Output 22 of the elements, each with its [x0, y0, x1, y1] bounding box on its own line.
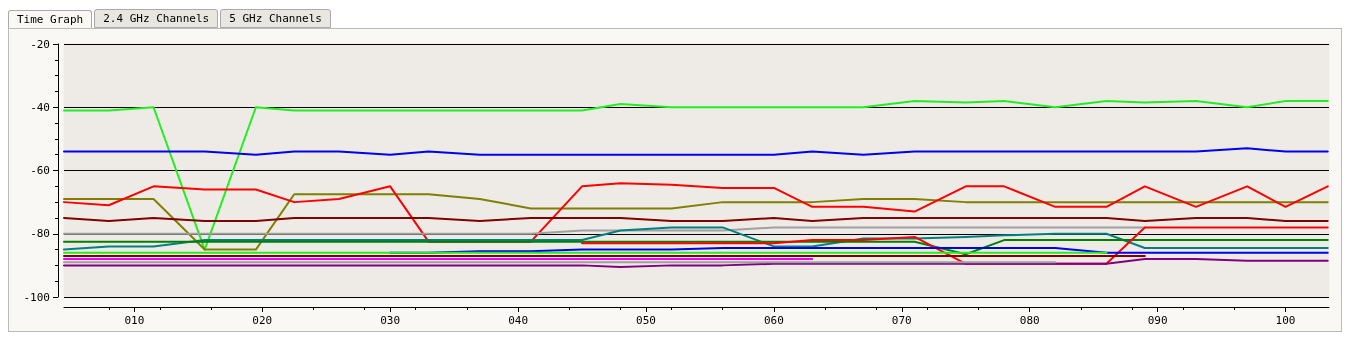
x-tick-label: 020 [252, 314, 273, 327]
x-tick-label: 090 [1147, 314, 1168, 327]
y-tick-label: -40 [30, 100, 50, 114]
line-series [63, 258, 1329, 268]
y-tick-label: -100 [23, 290, 50, 304]
line-series [63, 226, 1329, 251]
line-series [63, 193, 1329, 251]
x-tick-label: 050 [636, 314, 656, 327]
x-tick-label: 030 [380, 314, 401, 327]
x-tick-label: 010 [124, 314, 145, 327]
y-tick-label: -80 [30, 227, 50, 241]
y-tick-label: -20 [30, 37, 50, 51]
x-tick-label: 060 [763, 314, 784, 327]
line-series [63, 99, 1329, 251]
x-tick-label: 080 [1019, 314, 1040, 327]
tab: 5 GHz Channels [220, 9, 331, 28]
tab: 2.4 GHz Channels [94, 9, 219, 28]
tab: Time Graph [8, 10, 93, 28]
y-tick-label: -60 [30, 164, 50, 177]
x-tick-label: 040 [508, 314, 529, 327]
x-tick-label: 070 [891, 314, 912, 327]
x-tick-label: 100 [1275, 314, 1296, 327]
